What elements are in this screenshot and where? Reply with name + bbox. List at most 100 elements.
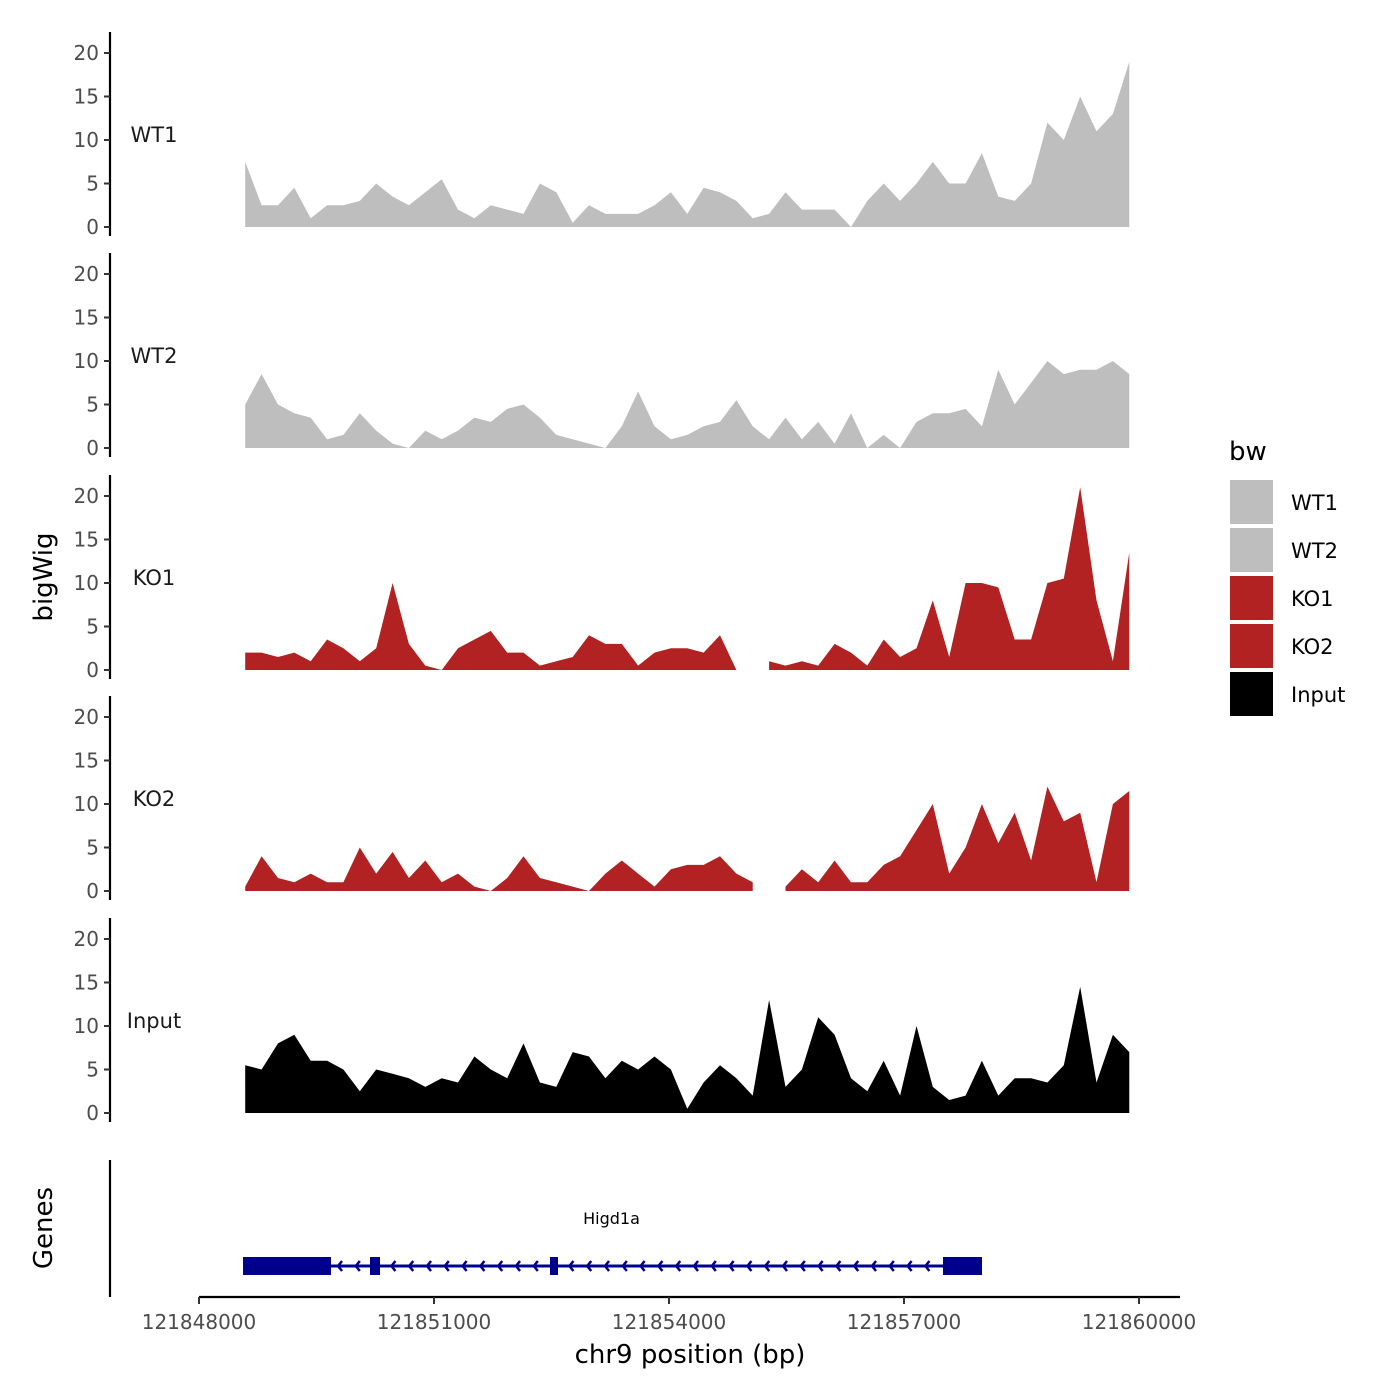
track-panel-input: 0 5 10 15 20 Input <box>74 918 1130 1125</box>
gene-exon <box>550 1257 559 1275</box>
track-label: KO2 <box>133 787 176 811</box>
coverage-area-ko1 <box>769 487 1130 670</box>
y-tick-label: 20 <box>74 484 99 508</box>
legend-label: Input <box>1291 683 1345 707</box>
coverage-area-ko1 <box>245 583 737 670</box>
legend-key-wt2 <box>1230 528 1273 572</box>
y-tick-label: 5 <box>86 836 99 860</box>
strand-arrow-icon <box>514 1260 521 1272</box>
strand-arrow-icon <box>817 1260 824 1272</box>
strand-arrow-icon <box>888 1260 895 1272</box>
x-tick-label: 121851000 <box>377 1310 492 1334</box>
strand-arrow-icon <box>443 1260 450 1272</box>
strand-arrow-icon <box>799 1260 806 1272</box>
x-tick-label: 121857000 <box>847 1310 962 1334</box>
y-tick-label: 0 <box>86 436 99 460</box>
strand-arrow-icon <box>585 1260 593 1272</box>
x-tick-label: 121854000 <box>612 1310 727 1334</box>
strand-arrow-icon <box>728 1260 735 1272</box>
legend-title: bw <box>1229 437 1267 467</box>
y-tick-label: 15 <box>74 971 99 995</box>
strand-arrow-icon <box>567 1260 575 1272</box>
legend-label: KO2 <box>1291 635 1334 659</box>
strand-arrow-icon <box>425 1260 432 1272</box>
gene-exon <box>243 1257 331 1275</box>
strand-arrow-icon <box>781 1260 788 1272</box>
strand-arrow-icon <box>478 1260 486 1272</box>
x-tick-label: 121860000 <box>1082 1310 1197 1334</box>
track-label: WT1 <box>131 123 178 147</box>
coverage-area-wt1 <box>245 61 1130 228</box>
y-tick-label: 15 <box>74 528 99 552</box>
x-axis-title: chr9 position (bp) <box>575 1340 806 1370</box>
legend-key-ko2 <box>1230 624 1273 668</box>
y-tick-label: 0 <box>86 658 99 682</box>
legend-key-input <box>1230 672 1273 716</box>
strand-arrow-icon <box>870 1260 877 1272</box>
legend-key-wt1 <box>1230 480 1273 524</box>
y-tick-label: 5 <box>86 615 99 639</box>
strand-arrow-icon <box>923 1260 931 1272</box>
track-panel-ko1: 0 5 10 15 20 KO1 <box>74 475 1130 682</box>
gene-panel: Genes Higd1a <box>29 1160 983 1297</box>
strand-arrow-icon <box>763 1260 771 1272</box>
y-tick-label: 15 <box>74 85 99 109</box>
y-tick-label: 0 <box>86 879 99 903</box>
gene-label: Higd1a <box>583 1209 640 1228</box>
y-tick-label: 5 <box>86 1058 99 1082</box>
track-panel-wt1: 0 5 10 15 20 WT1 <box>74 32 1130 239</box>
strand-arrow-icon <box>692 1260 699 1272</box>
y-tick-label: 20 <box>74 927 99 951</box>
y-tick-label: 10 <box>74 571 99 595</box>
strand-arrow-icon <box>906 1260 913 1272</box>
strand-arrow-icon <box>603 1260 610 1272</box>
strand-arrow-icon <box>834 1260 842 1272</box>
y-tick-label: 0 <box>86 1101 99 1125</box>
coverage-area-ko2 <box>785 786 1130 891</box>
gene-panel-title: Genes <box>29 1187 59 1269</box>
strand-arrow-icon <box>656 1260 664 1272</box>
coverage-area-wt2 <box>245 361 1130 448</box>
track-panel-ko2: 0 5 10 15 20 KO2 <box>74 696 1130 903</box>
legend-label: WT2 <box>1291 539 1338 563</box>
strand-arrow-icon <box>674 1260 682 1272</box>
strand-arrow-icon <box>389 1260 397 1272</box>
y-tick-label: 10 <box>74 1014 99 1038</box>
legend-label: WT1 <box>1291 491 1338 515</box>
track-panel-wt2: 0 5 10 15 20 WT2 <box>74 253 1130 460</box>
y-tick-label: 5 <box>86 172 99 196</box>
x-tick-label: 121848000 <box>142 1310 257 1334</box>
strand-arrow-icon <box>852 1260 860 1272</box>
legend-key-ko1 <box>1230 576 1273 620</box>
strand-arrow-icon <box>639 1260 646 1272</box>
legend: bw WT1 WT2 KO1 KO2 Input <box>1229 437 1345 716</box>
legend-label: KO1 <box>1291 587 1334 611</box>
y-tick-label: 15 <box>74 749 99 773</box>
strand-arrow-icon <box>336 1260 343 1272</box>
strand-arrow-icon <box>621 1260 628 1272</box>
coverage-area-ko2 <box>245 847 753 891</box>
strand-arrow-icon <box>745 1260 753 1272</box>
coverage-area-input <box>245 986 1130 1113</box>
track-label: KO1 <box>133 566 176 590</box>
gene-exon <box>370 1257 381 1275</box>
strand-arrow-icon <box>461 1260 468 1272</box>
strand-arrow-icon <box>407 1260 415 1272</box>
y-axis-title: bigWig <box>29 532 59 621</box>
y-tick-label: 20 <box>74 262 99 286</box>
y-tick-label: 5 <box>86 393 99 417</box>
strand-arrow-icon <box>354 1260 361 1272</box>
track-label: Input <box>127 1009 181 1033</box>
gene-exon <box>943 1257 983 1275</box>
strand-arrow-icon <box>532 1260 539 1272</box>
x-axis: 121848000 121851000 121854000 121857000 1218… <box>142 1295 1197 1370</box>
y-tick-label: 15 <box>74 306 99 330</box>
y-tick-label: 20 <box>74 705 99 729</box>
y-tick-label: 10 <box>74 128 99 152</box>
strand-arrow-icon <box>710 1260 717 1272</box>
y-tick-label: 10 <box>74 792 99 816</box>
y-tick-label: 0 <box>86 215 99 239</box>
track-label: WT2 <box>131 344 178 368</box>
y-tick-label: 20 <box>74 41 99 65</box>
